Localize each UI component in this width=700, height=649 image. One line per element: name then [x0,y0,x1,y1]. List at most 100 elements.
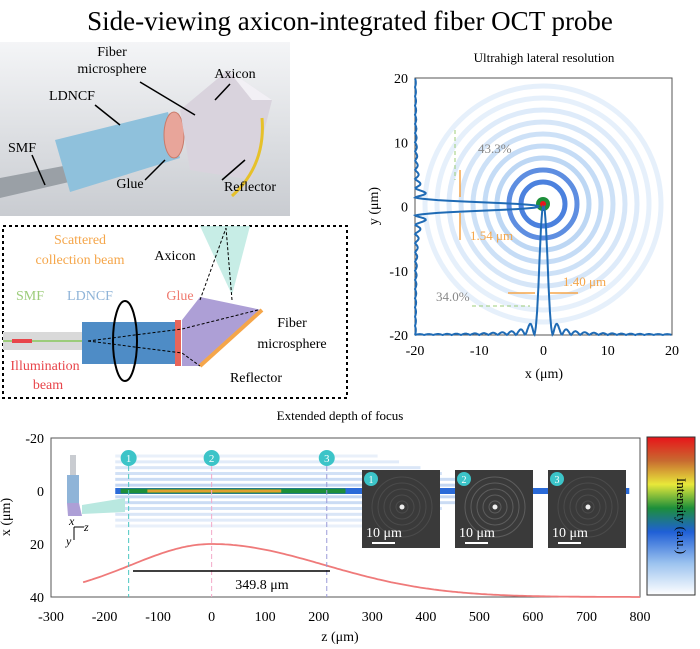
intensity-curve [82,543,640,598]
beam-streak [115,501,464,505]
depth-xtick: 300 [362,610,383,625]
lateral-xtick: 20 [665,344,679,359]
inset-spot [492,504,498,510]
label-fiber: Fiber [97,45,127,60]
inset-ring [557,476,619,538]
marker-number: 3 [324,453,330,465]
depth-xtick: 100 [255,610,276,625]
beam-streak [115,495,485,499]
psf-ring [470,131,616,277]
depth-ytick: 40 [30,591,44,606]
label-ldncf-schematic: LDNCF [67,289,113,304]
lateral-axes-box [414,77,673,336]
marker-badge [318,450,335,466]
inset-ring [581,500,595,514]
colorbar [646,436,696,596]
psf-ring [458,119,628,289]
label-axicon-schematic: Axicon [154,249,195,264]
probe-3d-render: Fiber microsphere Axicon LDNCF SMF Glue … [0,42,290,216]
inset-ring [395,500,409,514]
label-smf-schematic: SMF [16,289,44,304]
beam-streak [115,454,378,458]
marker-badge [120,450,137,466]
axis-glyph-z: z [83,520,89,534]
lateral-resolution-plot: Ultrahigh lateral resolution -20 -10 0 10 20… [367,50,679,382]
label-illumination: Illumination [10,359,79,374]
inset-scale-label: 10 μm [459,526,495,541]
depth-xlabel: z (μm) [321,630,359,645]
inset-number: 2 [462,475,467,486]
inset-badge [364,472,378,486]
beam-streak [115,460,400,464]
label-axicon: Axicon [214,67,255,82]
psf-ring [482,143,604,265]
lateral-ytick: 0 [401,201,408,216]
depth-of-focus-plot: Extended depth of focus 1 2 3 349.8 μm 1 10… [0,408,696,645]
label-reflector: Reflector [224,180,276,195]
marker-number: 1 [126,453,132,465]
depth-ylabel: x (μm) [0,498,14,537]
label-glue-schematic: Glue [166,289,193,304]
beam-streak [115,524,378,528]
marker-badge [203,450,220,466]
beam-streak [115,477,464,481]
inset-ring [482,494,508,520]
depth-xtick: 600 [522,610,543,625]
label-microsphere: microsphere [77,62,146,77]
lateral-xtick: 0 [540,344,547,359]
beam-streak [115,483,485,487]
marker-number: 2 [209,453,215,465]
annotation-fwhm-x: 1.40 μm [563,274,606,289]
beam-streak [115,518,400,522]
inset-scale-label: 10 μm [552,526,588,541]
inset-ring [563,482,613,532]
inset-ring [470,482,520,532]
axis-glyph-x: x [68,514,75,528]
colorbar-label: Intensity (a.u.) [674,478,689,554]
depth-title: Extended depth of focus [277,408,404,423]
lateral-ylabel: y (μm) [367,187,382,226]
depth-axes-box [50,437,641,598]
depth-xtick: 500 [469,610,490,625]
depth-xtick: -200 [92,610,118,625]
beam-streak [115,506,442,510]
lateral-xlabel: x (μm) [525,367,564,382]
label-smf: SMF [8,141,36,156]
depth-xtick: 800 [630,610,651,625]
depth-xtick: 400 [415,610,436,625]
depth-xtick: -300 [38,610,64,625]
lateral-xtick: -10 [470,344,489,359]
label-microsphere-schematic: microsphere [257,337,326,352]
lateral-ytick: -10 [389,265,408,280]
lateral-ytick: 10 [394,136,408,151]
depth-ytick: 20 [30,538,44,553]
depth-ytick: -20 [25,432,44,447]
beam-streak [115,512,421,516]
probe-schematic: Scattered collection beam Axicon SMF LDN… [2,225,348,399]
inset-badge [550,472,564,486]
inset-ring [383,488,421,526]
label-ldncf: LDNCF [49,89,95,104]
label-beam: beam [33,378,63,393]
depth-xtick: -100 [145,610,171,625]
psf-ring [494,155,592,253]
inset-ring [389,494,415,520]
figure-title: Side-viewing axicon-integrated fiber OCT… [87,6,613,36]
beam-streak [115,472,442,476]
inset-ring [476,488,514,526]
dof-label: 349.8 μm [235,578,289,593]
annotation-sidelobe-x: 34.0% [436,289,470,304]
label-glue: Glue [116,177,143,192]
label-scattered: Scattered [54,233,106,248]
psf-ring [434,95,652,313]
inset-scale-label: 10 μm [366,526,402,541]
depth-xtick: 0 [208,610,215,625]
inset-badge [457,472,471,486]
inset-spot [585,504,591,510]
inset-ring [575,494,601,520]
inset-number: 1 [369,475,374,486]
lateral-title: Ultrahigh lateral resolution [474,50,615,65]
label-fiber-schematic: Fiber [277,316,307,331]
depth-xtick: 200 [308,610,329,625]
